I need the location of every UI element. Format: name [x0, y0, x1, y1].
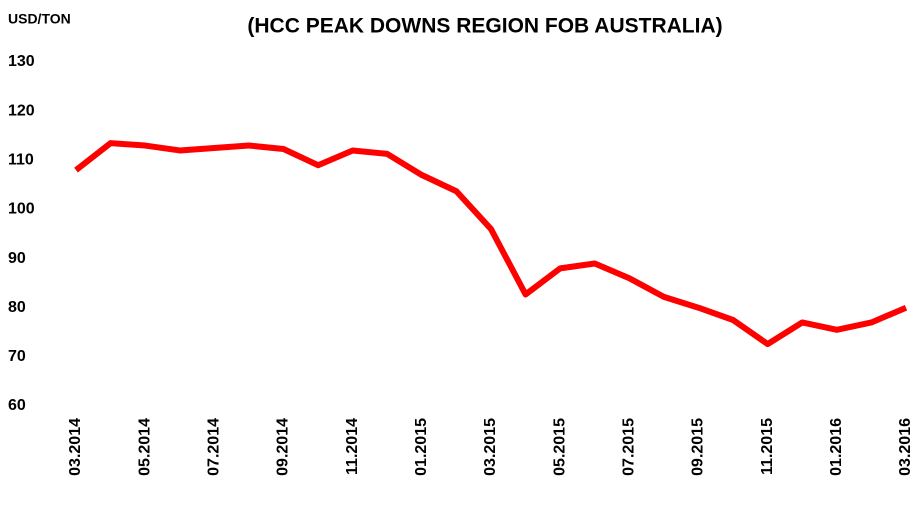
y-tick-label: 110 [8, 152, 34, 169]
y-tick-label: 130 [8, 53, 35, 70]
x-tick-label: 07.2014 [206, 418, 223, 476]
x-tick-label: 09.2015 [690, 418, 707, 476]
line-series [74, 140, 908, 348]
y-tick-label: 120 [8, 102, 35, 119]
x-tick-label: 05.2015 [551, 418, 568, 476]
y-axis-label: USD/TON [8, 11, 71, 27]
x-tick-label: 01.2015 [413, 418, 430, 476]
x-tick-label: 11.2014 [344, 418, 361, 475]
x-tick-label: 01.2016 [828, 418, 845, 476]
y-tick-label: 80 [8, 299, 26, 316]
x-tick-label: 11.2015 [759, 418, 776, 475]
y-tick-label: 100 [8, 201, 35, 218]
y-tick-label: 90 [8, 250, 26, 267]
x-tick-label: 09.2014 [275, 418, 292, 476]
x-tick-label: 03.2015 [482, 418, 499, 476]
x-tick-label: 03.2016 [897, 418, 914, 476]
y-tick-label: 70 [8, 348, 26, 365]
chart-title: (HCC PEAK DOWNS REGION FOB AUSTRALIA) [247, 15, 722, 38]
y-tick-label: 60 [8, 397, 26, 414]
x-tick-label: 07.2015 [621, 418, 638, 476]
x-tick-label: 05.2014 [136, 418, 153, 476]
x-tick-label: 03.2014 [67, 418, 84, 476]
